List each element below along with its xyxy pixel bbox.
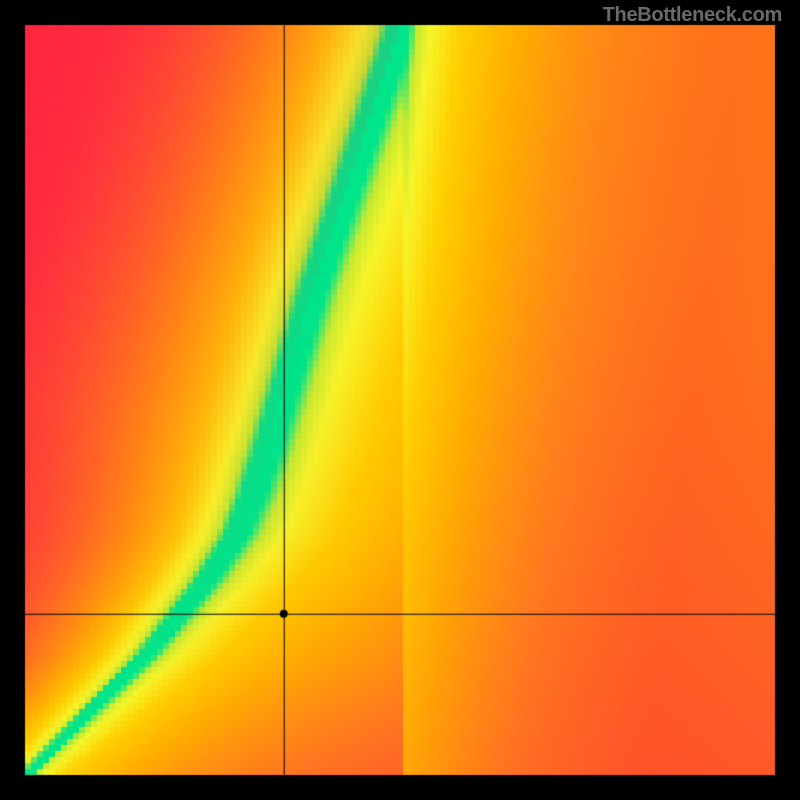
chart-container: TheBottleneck.com [0,0,800,800]
watermark-text: TheBottleneck.com [603,4,782,27]
bottleneck-heatmap [0,0,800,800]
